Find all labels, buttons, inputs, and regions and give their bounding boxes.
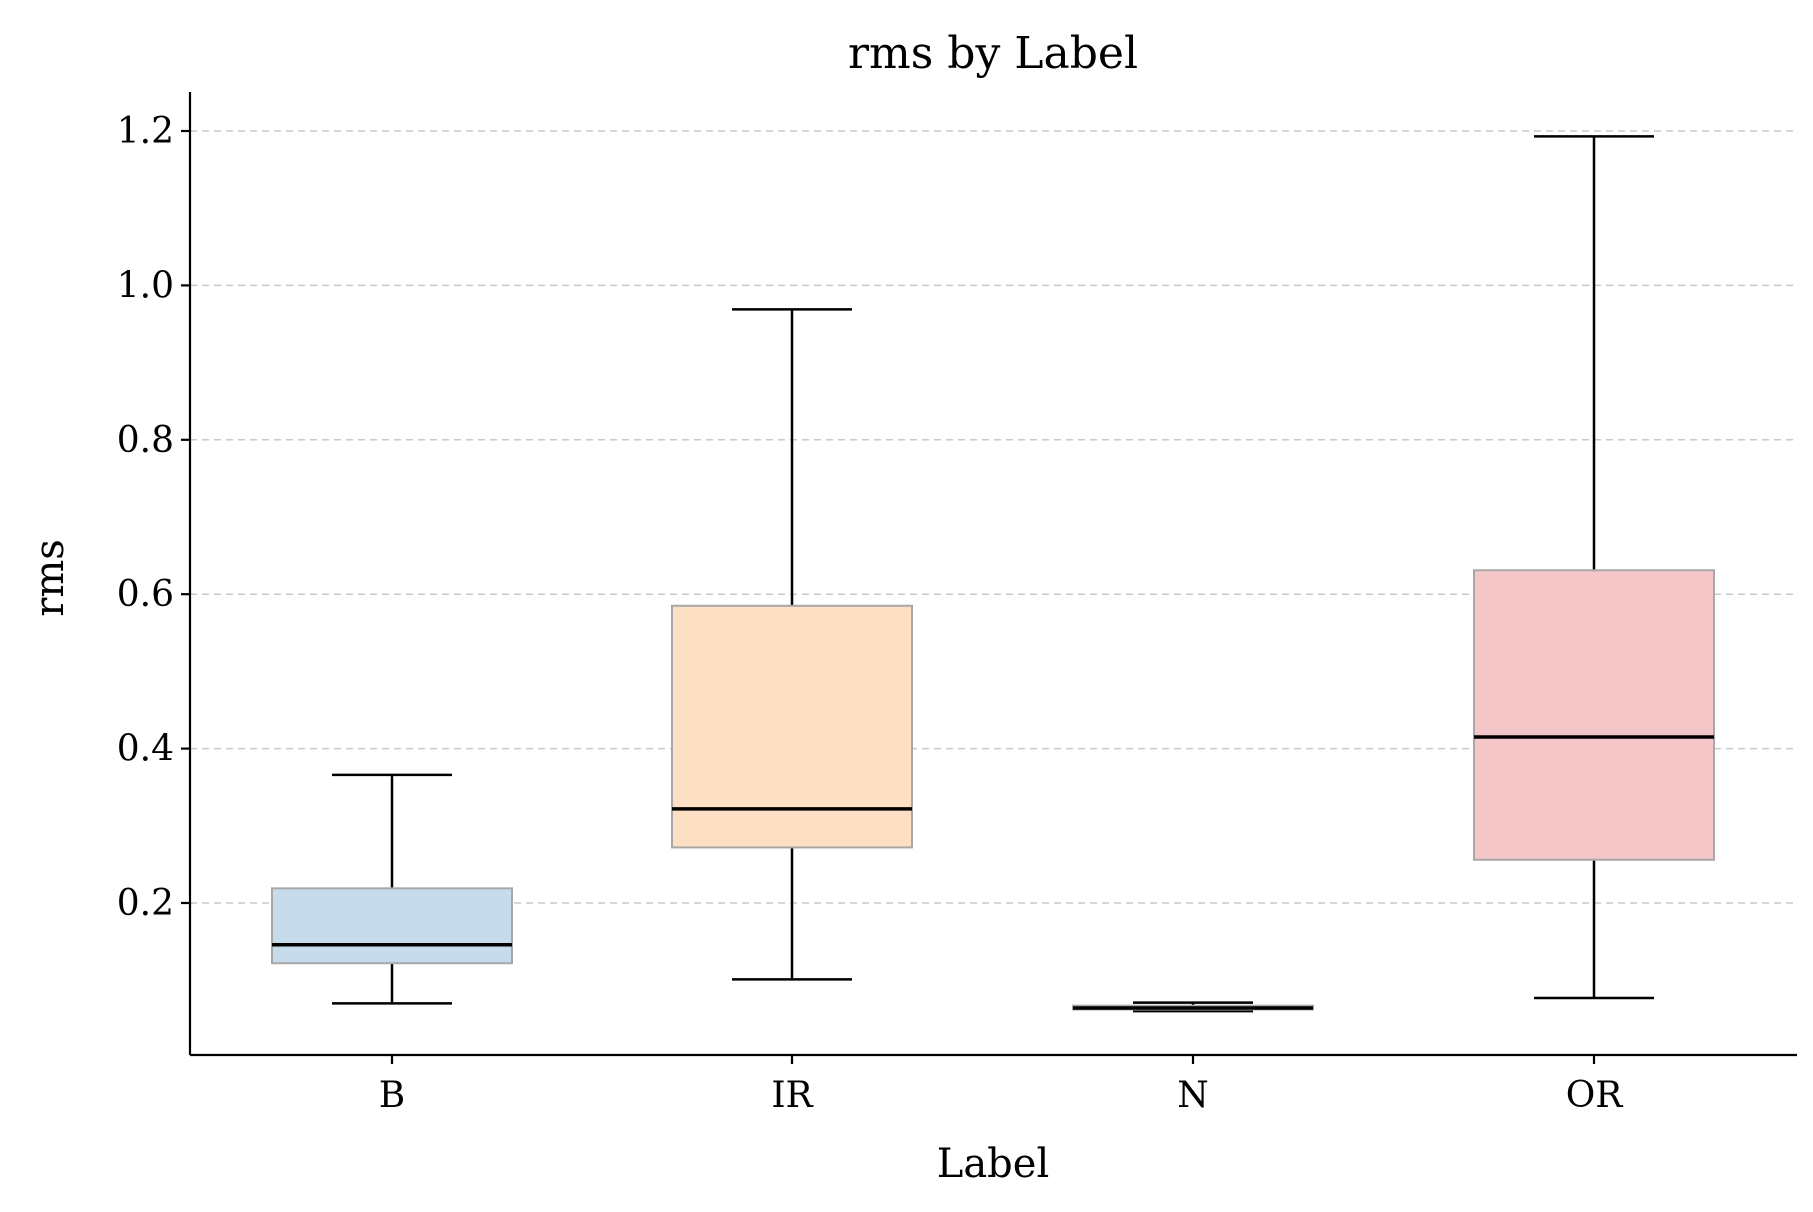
iqr-box [271, 887, 513, 965]
box-or [1473, 135, 1715, 1000]
box-n [1072, 1001, 1314, 1013]
y-tick-label: 0.8 [117, 420, 174, 461]
iqr-box [671, 604, 913, 849]
y-tick-label: 0.4 [117, 729, 174, 770]
y-tick-label: 0.6 [117, 574, 174, 615]
y-axis-label: rms [27, 539, 73, 617]
y-tick-label: 1.0 [117, 265, 174, 306]
box-b [271, 773, 513, 1005]
x-axis-ticks: B IR N OR [379, 1055, 1623, 1116]
box-ir [671, 308, 913, 981]
x-tick-label: OR [1566, 1075, 1624, 1116]
y-tick-label: 0.2 [117, 883, 174, 924]
x-tick-label: IR [771, 1075, 813, 1116]
y-axis-ticks: 0.2 0.4 0.6 0.8 1.0 1.2 [117, 111, 190, 924]
iqr-box [1473, 569, 1715, 861]
chart-title: rms by Label [848, 28, 1138, 79]
box-series [271, 135, 1715, 1013]
x-tick-label: B [379, 1075, 405, 1116]
y-tick-label: 1.2 [117, 111, 174, 152]
x-axis-label: Label [937, 1141, 1049, 1187]
x-tick-label: N [1177, 1075, 1209, 1116]
